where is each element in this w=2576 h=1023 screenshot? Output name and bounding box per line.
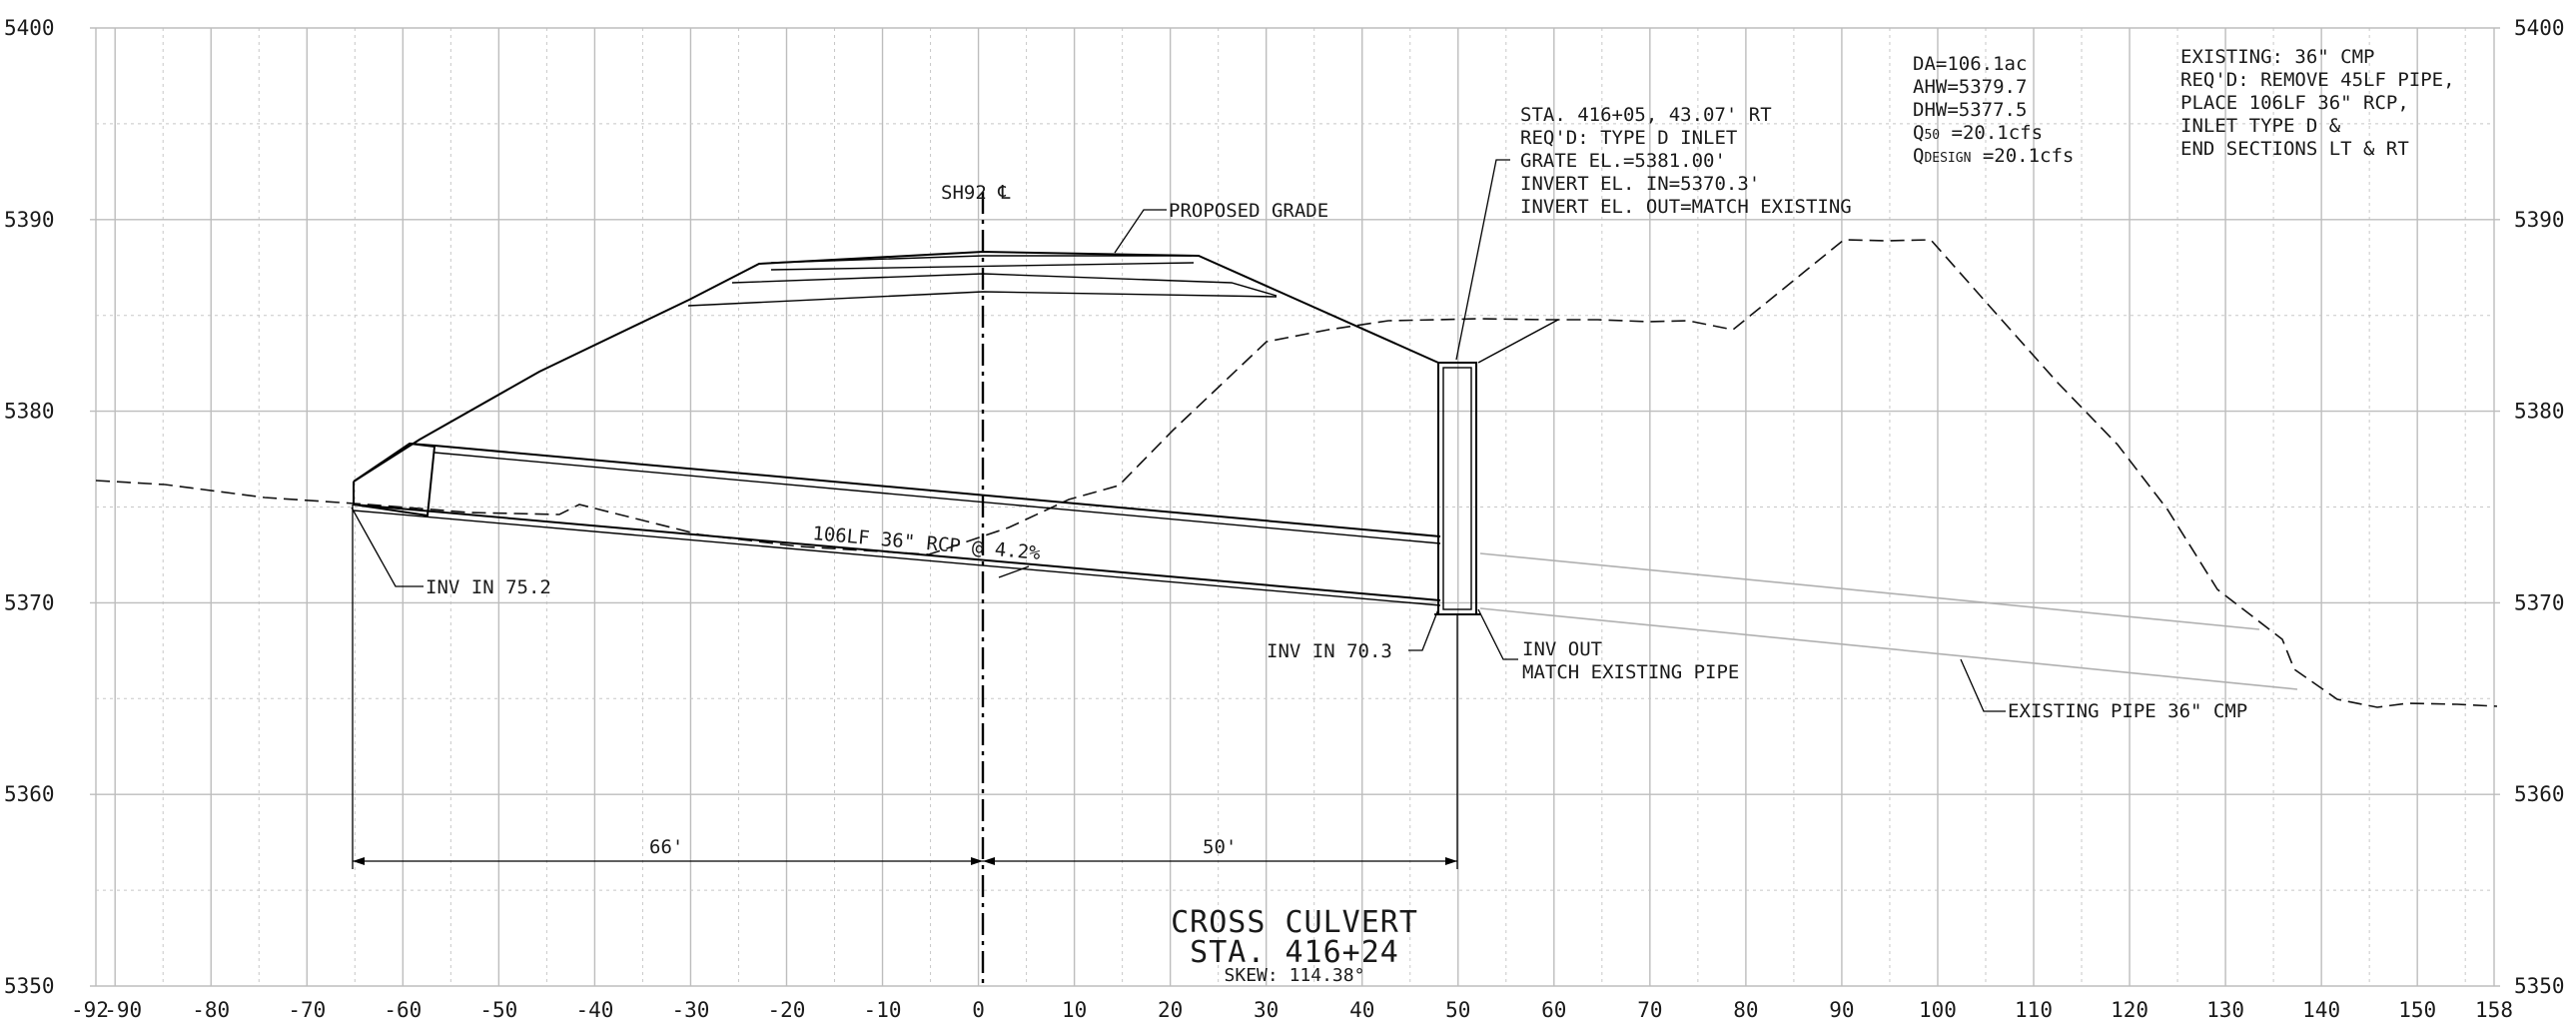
x-tick-label: -80 (192, 998, 230, 1022)
allowable-headwater: AHW=5379.7 (1913, 76, 2027, 98)
x-tick-label: -40 (575, 998, 613, 1022)
dimension-50-label: 50' (1203, 836, 1237, 858)
x-tick-label: -70 (288, 998, 326, 1022)
x-tick-label: 120 (2111, 998, 2148, 1022)
x-tick-label: -92 (71, 998, 109, 1022)
x-tick-label: 20 (1158, 998, 1183, 1022)
proposed-pipe-top-inner (433, 452, 1441, 544)
dimension-66-label: 66' (649, 836, 683, 858)
centerline-label: SH92 ℄ (941, 182, 1011, 204)
inlet-note-line: INVERT EL. OUT=MATCH EXISTING (1520, 196, 1852, 218)
title-line-1: CROSS CULVERT (1171, 905, 1418, 940)
pavement-layer-sub (687, 291, 1278, 307)
leader-inv-in-left (351, 507, 424, 587)
x-tick-label: 100 (1919, 998, 1957, 1022)
axis-labels: -92-90 -80 -70 -60 -50 -40 -30 -20 -10 0 10 20 30 40 5… (4, 16, 2565, 1022)
title-line-3: SKEW: 114.38° (1225, 965, 1365, 986)
x-tick-label: -20 (768, 998, 806, 1022)
y-tick-label-left: 5370 (4, 590, 55, 614)
x-tick-label: -90 (104, 998, 142, 1022)
x-tick-label: 10 (1062, 998, 1087, 1022)
existing-note-line: REQ'D: REMOVE 45LF PIPE, (2180, 69, 2455, 91)
pavement-layer-top (770, 255, 1192, 264)
x-tick-label: 60 (1541, 998, 1566, 1022)
title-block: CROSS CULVERT STA. 416+24 SKEW: 114.38° (1171, 905, 1418, 986)
proposed-pipe-bottom-inner (353, 510, 1441, 606)
leader-inlet-note (1455, 159, 1510, 361)
x-tick-label: 0 (972, 998, 985, 1022)
grid (90, 27, 2500, 987)
existing-note: EXISTING: 36" CMP REQ'D: REMOVE 45LF PIP… (2180, 46, 2455, 160)
q50-flow: Q50 =20.1cfs (1913, 122, 2043, 144)
inv-in-right-label: INV IN 70.3 (1267, 640, 1392, 662)
x-tick-label: -60 (384, 998, 422, 1022)
x-tick-label: 158 (2475, 998, 2513, 1022)
leader-inv-in-right (1408, 608, 1439, 651)
end-section (353, 442, 436, 517)
y-tick-label-left: 5380 (4, 400, 55, 424)
existing-pipe-top (1479, 552, 2260, 630)
inlet-note-line: STA. 416+05, 43.07' RT (1520, 104, 1772, 126)
inlet-note-line: REQ'D: TYPE D INLET (1520, 127, 1737, 149)
x-tick-label: -30 (671, 998, 709, 1022)
qdesign-flow: QDESIGN =20.1cfs (1913, 145, 2074, 167)
proposed-grade-label: PROPOSED GRADE (1169, 200, 1328, 222)
x-tick-label: 40 (1349, 998, 1374, 1022)
y-tick-label-left: 5390 (4, 208, 55, 232)
x-tick-label: 130 (2206, 998, 2244, 1022)
leader-pipe-label (998, 565, 1030, 578)
x-tick-label: 30 (1254, 998, 1279, 1022)
title-line-2: STA. 416+24 (1190, 935, 1399, 970)
existing-note-line: END SECTIONS LT & RT (2180, 138, 2409, 160)
existing-note-line: EXISTING: 36" CMP (2180, 46, 2374, 68)
y-tick-label-right: 5380 (2514, 400, 2565, 424)
y-tick-label-left: 5360 (4, 782, 55, 806)
leader-inv-out (1477, 608, 1518, 660)
pavement-layer-base (731, 273, 1278, 297)
type-d-inlet-inner (1442, 367, 1472, 610)
x-tick-label: 140 (2302, 998, 2340, 1022)
y-tick-label-left: 5350 (4, 974, 55, 998)
x-tick-label: 110 (2015, 998, 2053, 1022)
existing-note-line: PLACE 106LF 36" RCP, (2180, 92, 2409, 114)
proposed-grade-line (353, 250, 1439, 483)
x-tick-label: -10 (864, 998, 902, 1022)
existing-note-line: INLET TYPE D & (2180, 115, 2341, 137)
x-tick-label: 150 (2398, 998, 2436, 1022)
existing-pipe-bottom (1479, 607, 2298, 690)
inv-out-label-2: MATCH EXISTING PIPE (1522, 661, 1739, 683)
y-tick-label-right: 5360 (2514, 782, 2565, 806)
y-tick-label-right: 5400 (2514, 16, 2565, 40)
inv-out-label-1: INV OUT (1522, 638, 1602, 660)
existing-ground-line (95, 239, 2498, 708)
design-headwater: DHW=5377.5 (1913, 99, 2027, 121)
inv-in-left-label: INV IN 75.2 (426, 576, 551, 598)
embankment-right-slope (1477, 319, 1559, 364)
x-tick-label: 80 (1733, 998, 1758, 1022)
leader-proposed-grade (1114, 209, 1167, 254)
x-tick-label: 50 (1445, 998, 1470, 1022)
x-tick-label: -50 (479, 998, 517, 1022)
leader-existing-pipe (1960, 658, 2006, 712)
existing-pipe-label: EXISTING PIPE 36" CMP (2008, 700, 2247, 722)
inlet-note-line: GRATE EL.=5381.00' (1520, 150, 1726, 172)
y-tick-label-left: 5400 (4, 16, 55, 40)
y-tick-label-right: 5370 (2514, 590, 2565, 614)
y-tick-label-right: 5390 (2514, 208, 2565, 232)
y-tick-label-right: 5350 (2514, 974, 2565, 998)
pavement-layer-mid (770, 262, 1195, 271)
hydraulic-data: DA=106.1ac AHW=5379.7 DHW=5377.5 Q50 =20… (1913, 53, 2074, 167)
x-tick-label: 90 (1829, 998, 1854, 1022)
inlet-note: STA. 416+05, 43.07' RT REQ'D: TYPE D INL… (1520, 104, 1852, 218)
inlet-note-line: INVERT EL. IN=5370.3' (1520, 173, 1760, 195)
x-tick-label: 70 (1637, 998, 1662, 1022)
drainage-area: DA=106.1ac (1913, 53, 2027, 75)
proposed-pipe-bottom (353, 504, 1441, 601)
